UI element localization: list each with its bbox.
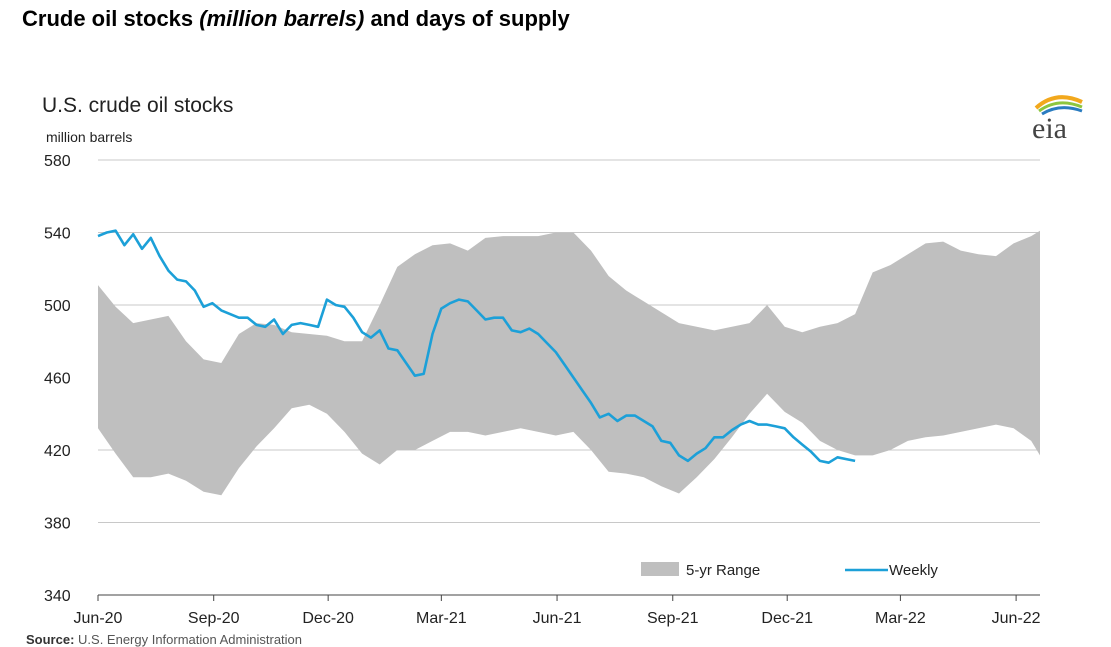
x-tick-label: Mar-22 — [875, 610, 926, 627]
legend: 5-yr Range Weekly — [641, 562, 938, 579]
axes: 340 380 420 460 500 540 580 Jun-20 Sep-20 Dec-20 M… — [44, 153, 1041, 627]
y-tick-label: 460 — [44, 371, 71, 388]
five-year-range-band — [98, 230, 1040, 496]
legend-label-range: 5-yr Range — [686, 562, 760, 579]
x-tick-label: Jun-22 — [992, 610, 1041, 627]
y-tick-label: 420 — [44, 443, 71, 460]
page-title: Crude oil stocks (million barrels) and d… — [22, 6, 570, 32]
y-tick-label: 380 — [44, 516, 71, 533]
page-title-italic: (million barrels) — [199, 6, 365, 31]
weekly-series — [97, 229, 856, 465]
weekly-line — [97, 229, 856, 465]
x-tick-label: Jun-21 — [533, 610, 582, 627]
y-tick-label: 500 — [44, 298, 71, 315]
y-tick-label: 540 — [44, 226, 71, 243]
source-label: Source: — [26, 632, 75, 647]
eia-logo: eia — [1030, 92, 1090, 145]
legend-swatch-range — [641, 562, 679, 576]
range-area — [98, 230, 1040, 496]
eia-logo-icon: eia — [1032, 95, 1083, 145]
page-title-part1: Crude oil stocks — [22, 6, 200, 31]
x-tick-label: Sep-21 — [647, 610, 699, 627]
x-tick-label: Dec-20 — [302, 610, 354, 627]
y-tick-label: 580 — [44, 153, 71, 170]
legend-label-weekly: Weekly — [889, 562, 938, 579]
x-tick-label: Jun-20 — [74, 610, 123, 627]
eia-logo-text: eia — [1032, 112, 1067, 142]
chart-title: U.S. crude oil stocks — [42, 94, 233, 117]
y-axis-unit-label: million barrels — [46, 129, 132, 145]
y-tick-label: 340 — [44, 588, 71, 605]
source-text: U.S. Energy Information Administration — [74, 632, 303, 647]
source-note: Source: U.S. Energy Information Administ… — [26, 632, 302, 647]
x-tick-label: Dec-21 — [761, 610, 813, 627]
x-tick-label: Mar-21 — [416, 610, 467, 627]
x-tick-label: Sep-20 — [188, 610, 240, 627]
page-title-part2: and days of supply — [364, 6, 570, 31]
